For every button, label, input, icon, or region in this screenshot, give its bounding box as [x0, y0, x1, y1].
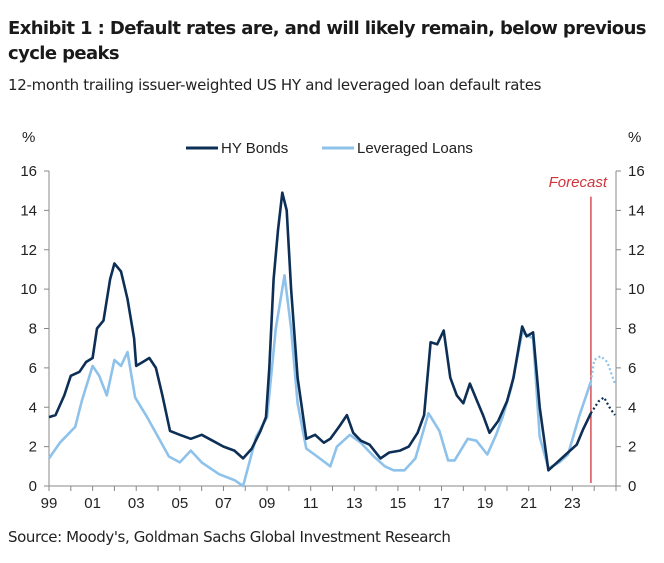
series-line-leveraged-loans — [47, 274, 593, 488]
y-tick-label-right: 4 — [628, 399, 636, 416]
y-tick-label-left: 10 — [20, 281, 37, 298]
y-tick-label-left: 4 — [29, 399, 37, 416]
y-tick-label-right: 0 — [628, 478, 636, 495]
x-tick-label: 17 — [433, 495, 450, 512]
legend-label-hy: HY Bonds — [221, 140, 288, 157]
forecast-label: Forecast — [549, 174, 608, 191]
chart-title: Exhibit 1 : Default rates are, and will … — [8, 18, 647, 64]
x-tick-label: 23 — [564, 495, 581, 512]
y-axis-label-left: % — [22, 129, 35, 146]
x-tick-label: 19 — [477, 495, 494, 512]
x-tick-label: 13 — [346, 495, 363, 512]
series-line-hy-bonds-forecast — [589, 396, 616, 416]
y-tick-label-right: 10 — [628, 281, 645, 298]
y-tick-label-left: 0 — [29, 478, 37, 495]
x-tick-label: 21 — [520, 495, 537, 512]
series-line-hy-bonds — [48, 191, 593, 472]
chart-subtitle: 12-month trailing issuer-weighted US HY … — [8, 76, 542, 94]
y-tick-label-right: 6 — [628, 360, 636, 377]
x-tick-label: 01 — [84, 495, 101, 512]
y-tick-label-right: 12 — [628, 242, 645, 259]
x-tick-label: 03 — [128, 495, 145, 512]
y-tick-label-right: 16 — [628, 163, 645, 180]
y-tick-label-left: 14 — [20, 202, 37, 219]
source-note: Source: Moody's, Goldman Sachs Global In… — [8, 528, 451, 546]
x-tick-label: 15 — [390, 495, 407, 512]
y-tick-label-left: 16 — [20, 163, 37, 180]
y-tick-label-left: 2 — [29, 439, 37, 456]
y-tick-label-left: 12 — [20, 242, 37, 259]
legend: HY Bonds Leveraged Loans — [186, 140, 473, 157]
y-tick-label-right: 2 — [628, 439, 636, 456]
legend-label-loans: Leveraged Loans — [357, 140, 473, 157]
x-tick-label: 99 — [41, 495, 58, 512]
series-line-leveraged-loans-forecast — [589, 355, 616, 384]
y-axis-label-right: % — [628, 129, 641, 146]
y-tick-label-right: 8 — [628, 321, 636, 338]
y-tick-label-left: 8 — [29, 321, 37, 338]
x-tick-label: 11 — [303, 495, 319, 512]
x-tick-label: 07 — [215, 495, 232, 512]
x-tick-label: 09 — [259, 495, 276, 512]
y-tick-label-right: 14 — [628, 202, 645, 219]
y-tick-label-left: 6 — [29, 360, 37, 377]
x-tick-label: 05 — [172, 495, 189, 512]
